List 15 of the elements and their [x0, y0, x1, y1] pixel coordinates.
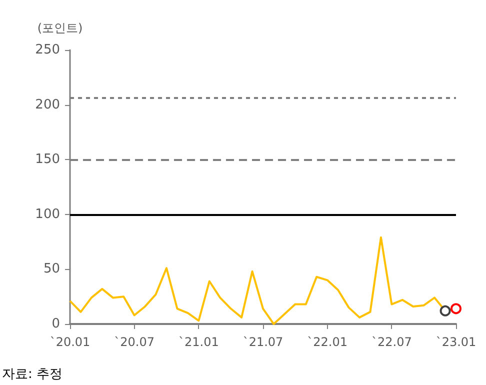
- x-tick-label: `22.07: [371, 335, 412, 349]
- y-tick-label: 0: [52, 316, 60, 332]
- y-tick-label: 250: [35, 42, 60, 58]
- x-tick-label: `22.01: [307, 335, 348, 349]
- y-tick-label: 100: [35, 206, 60, 222]
- x-tick-label: `20.01: [50, 335, 90, 349]
- x-tick-label: `21.07: [242, 335, 284, 349]
- x-tick-label: `20.07: [114, 335, 155, 349]
- y-tick-label: 150: [35, 152, 60, 168]
- x-tick-label: `21.01: [178, 335, 219, 349]
- text: 자료: 추정: [2, 367, 63, 382]
- x-tick-label: `23.01: [436, 335, 476, 349]
- y-tick-label: 200: [35, 97, 60, 112]
- y-axis-title: (포인트): [37, 21, 83, 35]
- y-tick-label: 50: [43, 262, 60, 277]
